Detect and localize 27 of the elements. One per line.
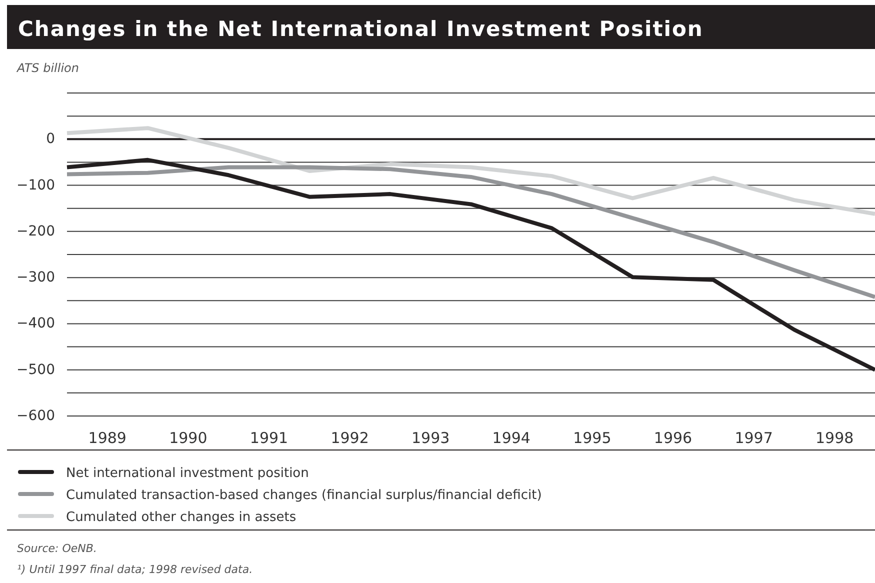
x-tick-label: 1989 [88,429,126,447]
legend-label: Cumulated transaction-based changes (financial surplus/financial deficit) [66,488,542,503]
x-tick-label: 1997 [734,429,773,447]
y-tick-label: −200 [16,223,55,240]
line-series [65,158,875,372]
x-tick-label: 1990 [169,429,208,447]
y-tick-label: −300 [16,270,55,286]
text: ¹) Until 1997 final data; 1998 revised data. [17,563,253,576]
legend-label: Net international investment position [66,466,309,481]
x-tick-label: 1998 [816,429,854,447]
x-tick-label: 1991 [250,429,288,447]
x-tick-label: 1993 [412,429,450,447]
y-tick-label: 0 [46,131,55,148]
line-series [65,165,875,299]
line-series [65,126,875,216]
x-tick-label: 1992 [330,429,369,447]
legend-label: Cumulated other changes in assets [66,510,296,525]
y-axis-title: ATS billion [16,61,79,75]
x-tick-label: 1995 [573,429,612,447]
y-tick-label: −100 [16,177,55,194]
chart-title: Changes in the Net International Investment Position [18,17,704,41]
y-tick-label: −400 [16,316,55,332]
x-tick-label: 1994 [492,429,530,447]
source-note: Source: OeNB. [17,542,97,555]
y-tick-label: −500 [16,362,55,378]
x-tick-label: 1996 [654,429,692,447]
y-tick-label: −600 [16,408,55,424]
